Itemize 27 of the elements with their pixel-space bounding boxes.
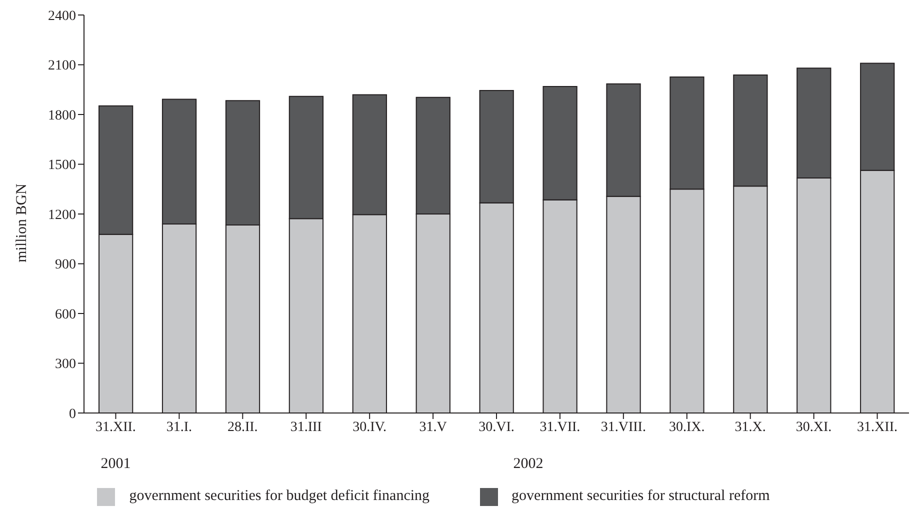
x-tick-label: 30.IX. — [668, 420, 705, 435]
text: 2002 — [513, 456, 544, 473]
x-tick-label: 31.XII. — [96, 420, 136, 435]
x-tick-label: 31.XII. — [857, 420, 898, 435]
x-tick-label: 30.VI. — [478, 420, 514, 435]
x-tick-label: 28.II. — [227, 420, 258, 435]
y-axis-title: million BGN — [14, 183, 30, 262]
y-tick-label: 1800 — [48, 108, 76, 124]
x-tick-label: 31.VII. — [540, 420, 580, 435]
text: 2001 — [100, 456, 131, 473]
x-tick-label: 31.X. — [734, 420, 766, 435]
x-tick-label: 31.VIII. — [600, 420, 646, 435]
y-tick-label: 600 — [55, 307, 76, 322]
x-tick-label: 31.I. — [166, 420, 192, 435]
y-tick-label: 2100 — [48, 58, 76, 74]
x-tick-label: 31.III — [290, 420, 322, 435]
legend-label: government securities for budget deficit financing — [129, 488, 430, 504]
y-tick-label: 0 — [69, 406, 76, 422]
y-tick-label: 900 — [55, 258, 76, 273]
y-tick-label: 300 — [55, 357, 76, 372]
y-tick-label: 2400 — [48, 8, 76, 24]
y-tick-label: 1500 — [48, 158, 76, 174]
y-tick-label: 1200 — [48, 208, 76, 223]
x-tick-label: 31.V — [419, 420, 447, 435]
x-tick-label: 30.XI. — [796, 420, 832, 435]
legend-label: government securities for structural reform — [512, 488, 770, 504]
x-tick-label: 30.IV. — [352, 420, 387, 435]
